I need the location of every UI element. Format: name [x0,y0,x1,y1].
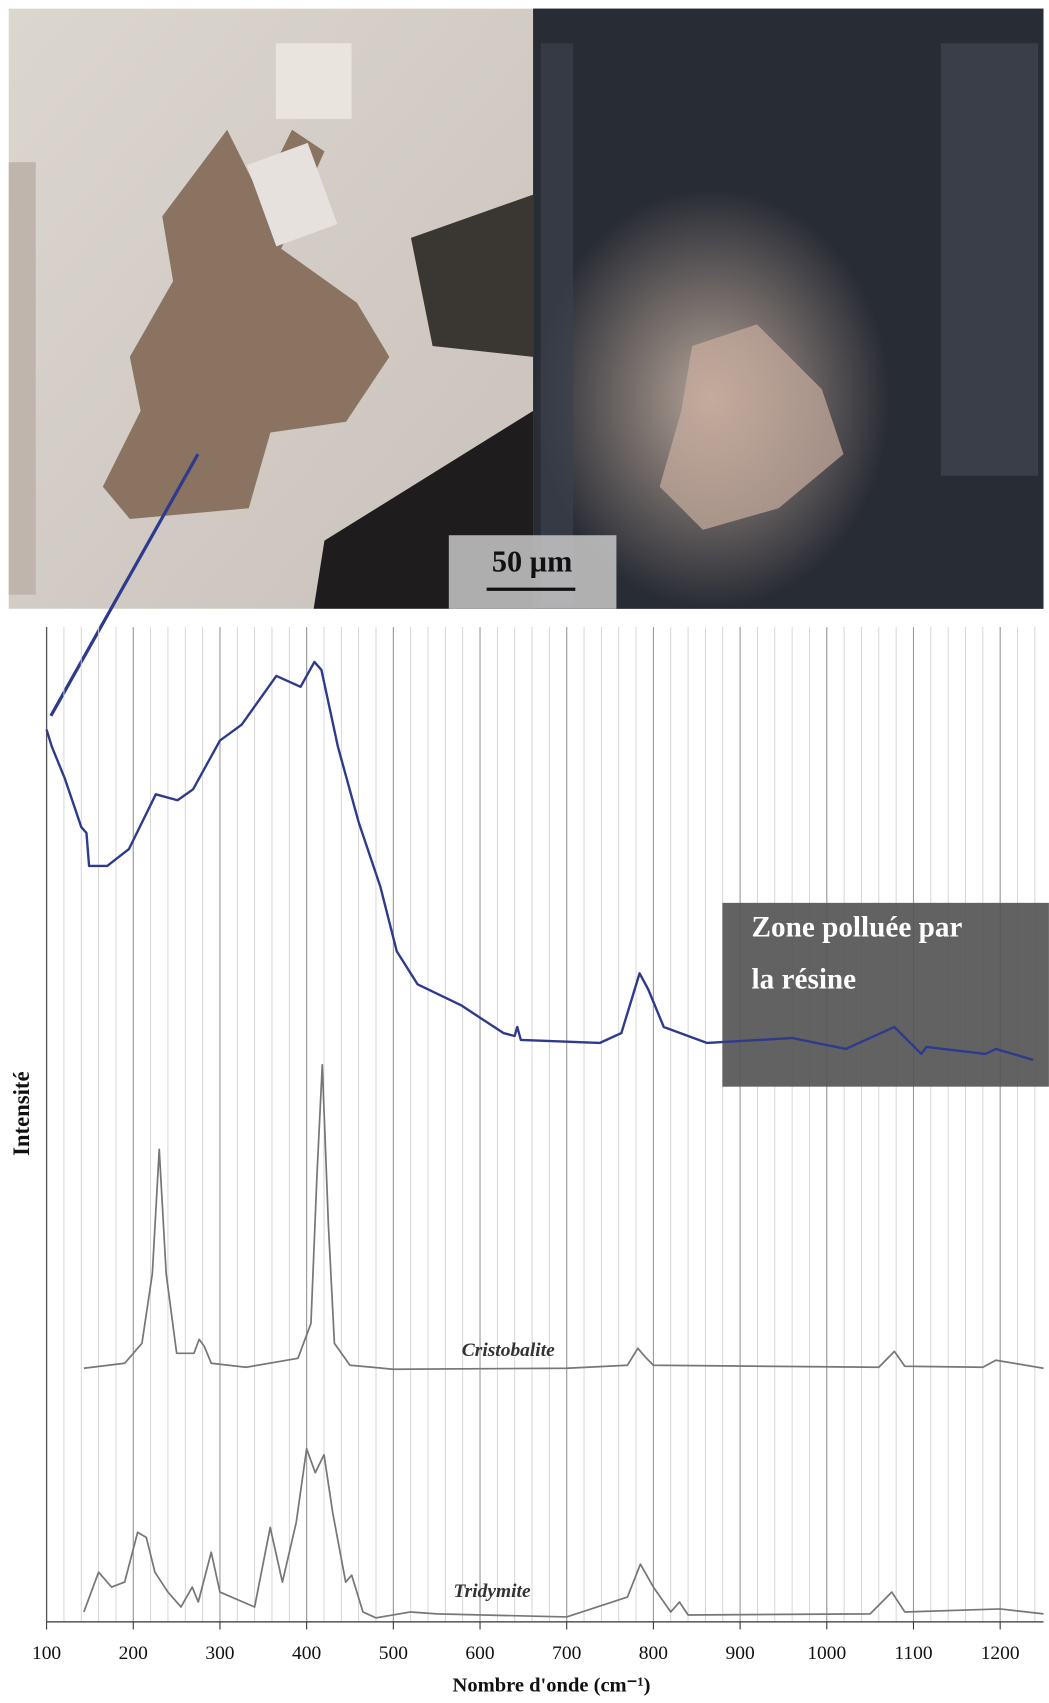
x-tick-label: 400 [292,1643,321,1664]
series-label: Cristobalite [462,1340,555,1361]
spectrum-line [83,1447,1044,1619]
y-axis-title: Intensité [9,1071,34,1155]
x-tick-label: 600 [465,1643,494,1664]
annotation-box [722,902,1049,1087]
x-tick-label: 1200 [981,1643,1020,1664]
annotation-line: la résine [752,963,857,995]
x-tick-label: 300 [205,1643,234,1664]
x-tick-label: 800 [639,1643,668,1664]
x-tick-label: 100 [32,1643,61,1664]
x-axis-title: Nombre d'onde (cm⁻¹) [453,1674,651,1696]
scale-bar: 50 µm [448,535,617,609]
scale-bar-label: 50 µm [492,544,572,578]
x-tick-label: 900 [726,1643,755,1664]
plot [45,660,1044,1619]
pointer-line [49,453,200,717]
grid [45,627,1044,1630]
annotation-line: Zone polluée par [752,912,963,944]
x-tick-label: 500 [379,1643,408,1664]
micrograph-xpl [533,8,1044,609]
series-label: Tridymite [454,1581,531,1602]
x-tick-label: 200 [119,1643,148,1664]
micrograph-ppl [8,8,534,609]
spectrum-line [45,660,1034,1062]
x-tick-label: 1000 [807,1643,846,1664]
spectrum-line [83,1063,1044,1371]
x-tick-label: 700 [552,1643,581,1664]
x-tick-label: 1100 [894,1643,932,1664]
